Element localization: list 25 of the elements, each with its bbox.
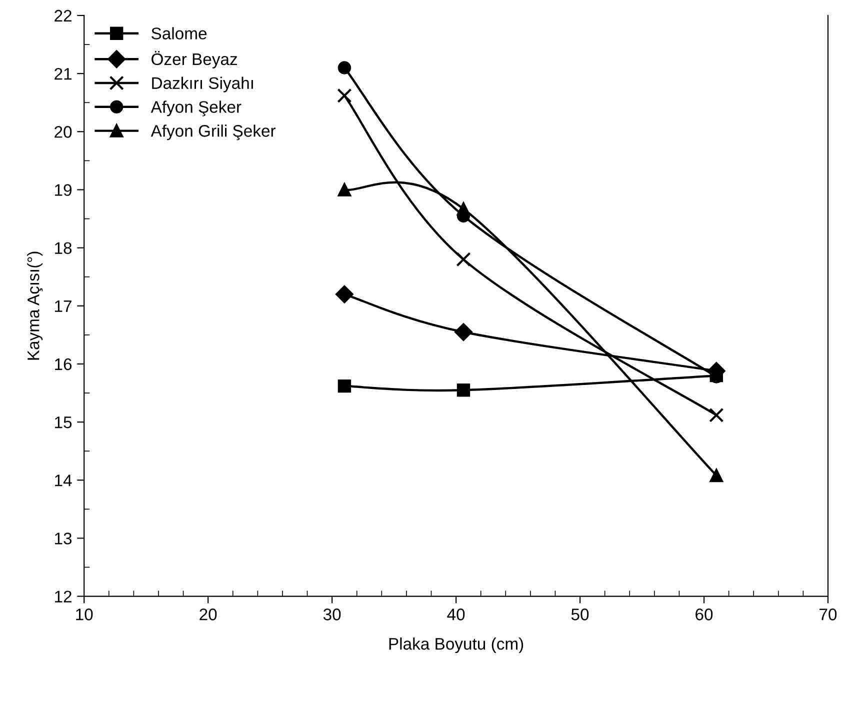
y-tick-label: 18 <box>55 242 72 254</box>
y-tick-label: 20 <box>54 126 72 138</box>
y-tick-label: 16 <box>55 358 72 370</box>
x-tick-label: 30 <box>323 608 341 620</box>
legend-label: Afyon Grili Şeker <box>150 124 276 140</box>
x-tick-label: 50 <box>571 608 589 620</box>
x-tick-label: 20 <box>200 608 217 620</box>
legend-label: Dazkırı Siyahı <box>152 76 253 92</box>
y-tick-label: 14 <box>55 474 72 486</box>
legend-label: Afyon Şeker <box>150 100 242 116</box>
y-tick-label: 15 <box>55 416 72 428</box>
y-axis-title: Kayma Açısı(°) <box>27 252 43 360</box>
y-tick-label: 21 <box>54 68 72 80</box>
x-tick-label: 10 <box>76 608 93 620</box>
y-tick-label: 12 <box>55 590 72 602</box>
y-tick-label: 22 <box>54 10 72 22</box>
y-tick-label: 13 <box>55 532 72 544</box>
legend-label: Salome <box>152 27 207 40</box>
y-tick-label: 19 <box>55 184 72 196</box>
x-tick-label: 40 <box>447 608 465 620</box>
x-tick-label: 60 <box>696 608 713 620</box>
x-axis-title: Plaka Boyutu (cm) <box>389 638 524 654</box>
y-tick-label: 17 <box>55 300 72 312</box>
legend-label: Özer Beyaz <box>152 51 238 68</box>
x-tick-label: 70 <box>820 608 837 620</box>
